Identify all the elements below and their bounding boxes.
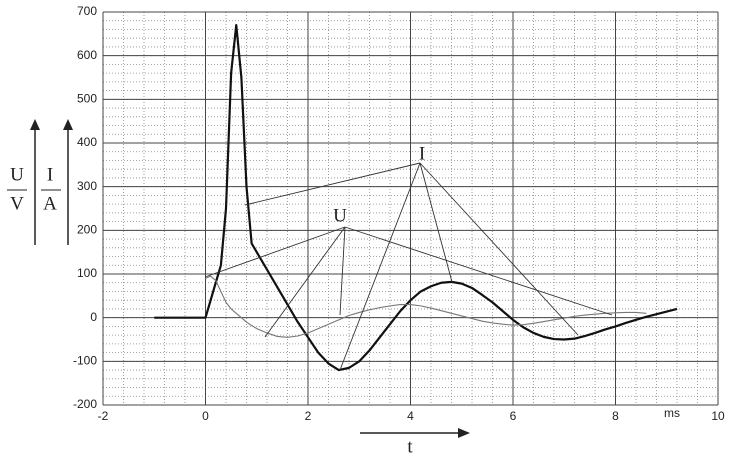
x-axis-label: ms t xyxy=(360,406,680,457)
annotation-line xyxy=(244,162,579,371)
y-tick-label: -200 xyxy=(73,397,97,411)
annotation-line xyxy=(204,226,613,338)
arrow-head xyxy=(458,428,470,438)
x-label: t xyxy=(407,436,413,457)
y-label-denominator: V xyxy=(10,193,24,214)
y-tick-label: 0 xyxy=(90,310,97,324)
y-label-numerator: I xyxy=(47,164,53,185)
y-axis-label: U V I A xyxy=(7,119,73,245)
x-tick-label: 10 xyxy=(711,409,725,423)
arrow-head xyxy=(63,119,73,130)
series-line xyxy=(205,275,647,338)
x-tick-label: 0 xyxy=(202,409,209,423)
x-tick-label: -2 xyxy=(98,409,109,423)
y-tick-label: 700 xyxy=(77,4,97,18)
plot xyxy=(154,24,678,372)
y-label-numerator: U xyxy=(10,164,24,185)
series-label: U xyxy=(333,205,347,226)
series-line xyxy=(154,24,678,372)
x-tick-label: 4 xyxy=(407,409,414,423)
x-tick-label: 8 xyxy=(612,409,619,423)
y-tick-label: 200 xyxy=(77,223,97,237)
annotations: U I xyxy=(204,143,613,371)
y-tick-label: 500 xyxy=(77,92,97,106)
series-label: I xyxy=(419,143,425,164)
y-tick-label: 100 xyxy=(77,266,97,280)
y-tick-label: 300 xyxy=(77,179,97,193)
arrow-head xyxy=(30,119,40,130)
y-label-denominator: A xyxy=(43,193,57,214)
x-tick-label: 6 xyxy=(510,409,517,423)
grid: -200 -100 0 100 200 300 400 500 600 700 -2 0 2 4 6 8 10 xyxy=(73,4,725,423)
y-tick-label: 400 xyxy=(77,135,97,149)
x-unit: ms xyxy=(664,406,680,420)
y-tick-label: -100 xyxy=(73,354,97,368)
x-tick-label: 2 xyxy=(305,409,312,423)
y-tick-label: 600 xyxy=(77,48,97,62)
